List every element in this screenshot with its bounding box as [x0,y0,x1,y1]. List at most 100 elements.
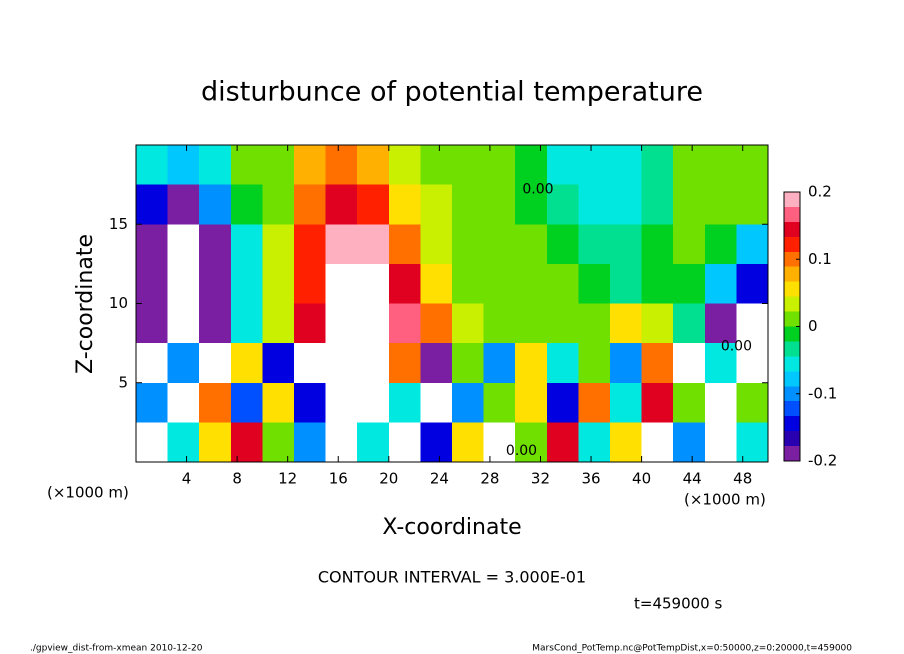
cell [483,343,516,383]
colorbar-band [784,221,800,237]
cell [420,263,452,304]
cell [515,145,547,185]
contour-label: 0.00 [506,443,537,459]
cell [641,184,674,225]
cell [262,422,294,462]
colorbar-tick-label: 0.1 [808,250,832,268]
x-tick-label: 24 [430,470,449,488]
cell [673,343,705,383]
cell [420,343,452,383]
x-tick-label: 40 [632,470,651,488]
cell [546,303,579,344]
cell [610,343,642,383]
cell [420,422,452,462]
cell [230,224,263,264]
x-tick-label: 36 [581,470,600,488]
cell [262,145,294,185]
cell [357,145,389,185]
colorbar-band [784,386,800,402]
cell [357,343,389,383]
cell [578,303,610,344]
cell [673,422,705,462]
cell [325,184,358,225]
cell [704,382,737,423]
cell [515,303,547,344]
cell [673,184,705,225]
cell [388,263,421,304]
cell [199,263,231,304]
cell [673,303,705,344]
cell [704,224,737,264]
cell [230,382,263,423]
colorbar-band [784,371,800,387]
cell [452,382,484,423]
cell [483,382,516,423]
x-tick-label: 20 [379,470,398,488]
x-tick-label: 44 [683,470,702,488]
cell [388,145,421,185]
cell [704,303,737,344]
cell [673,382,705,423]
cell [483,184,516,225]
cell [136,184,168,225]
y-tick-label: 15 [109,215,128,233]
cell [199,343,231,383]
cell [452,145,484,185]
cell [167,263,200,304]
cell [578,382,610,423]
cell [294,382,326,423]
cell [515,382,547,423]
cell [610,224,642,264]
x-tick-label: 48 [733,470,752,488]
cell [641,145,674,185]
cell [483,303,516,344]
cell [167,184,200,225]
cell [578,184,610,225]
cell [641,343,674,383]
cell [294,145,326,185]
cell [704,184,737,225]
colorbar-band [784,341,800,357]
cell [388,422,421,462]
cell [262,263,294,304]
cell [388,343,421,383]
cell [199,224,231,264]
cell [515,224,547,264]
cell [704,343,737,383]
cell [736,343,768,383]
cell [736,263,768,304]
cell [136,263,168,304]
colorbar-band [784,296,800,312]
cell [546,224,579,264]
cell [515,422,547,462]
cell [483,263,516,304]
cell [357,224,389,264]
x-tick-label: 4 [182,470,192,488]
cell [199,382,231,423]
cell [325,303,358,344]
cell [325,422,358,462]
cell [294,303,326,344]
cell [641,224,674,264]
cell [167,343,200,383]
y-axis-label: Z-coordinate [73,234,98,374]
cell [136,224,168,264]
cell [546,343,579,383]
cell [388,382,421,423]
x-axis-label: X-coordinate [382,515,521,540]
cell [610,263,642,304]
footer-left: ./gpview_dist-from-xmean 2010-12-20 [30,644,203,654]
colorbar-band [784,356,800,372]
cell [167,224,200,264]
cell [515,263,547,304]
colorbar-band [784,206,800,222]
cell [388,224,421,264]
cell [420,224,452,264]
x-tick-label: 12 [278,470,297,488]
cell [262,382,294,423]
cell [736,184,768,225]
colorbar-band [784,251,800,267]
colorbar-tick-label: -0.2 [808,452,837,470]
cell [294,184,326,225]
